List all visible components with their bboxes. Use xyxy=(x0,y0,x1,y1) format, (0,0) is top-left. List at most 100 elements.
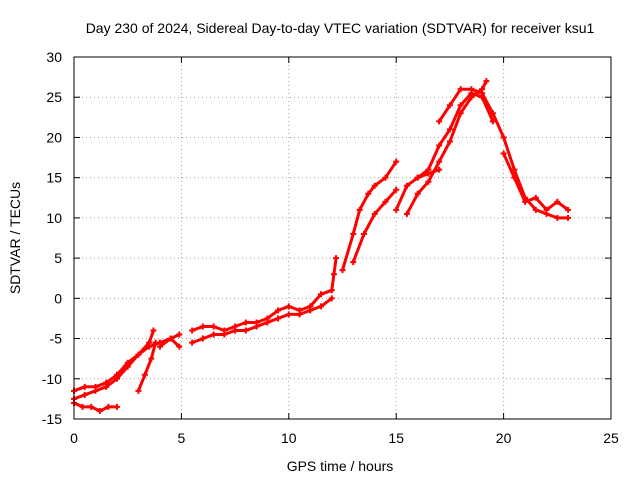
data-point xyxy=(339,267,346,274)
data-point xyxy=(511,166,518,173)
series-line xyxy=(158,337,181,349)
y-axis-label: SDTVAR / TECUs xyxy=(7,182,23,294)
data-point xyxy=(103,379,110,386)
data-point xyxy=(189,327,196,334)
data-point xyxy=(156,343,163,350)
y-tick-label: 20 xyxy=(46,129,62,145)
data-point xyxy=(199,323,206,330)
data-point xyxy=(457,86,464,93)
data-point xyxy=(79,403,86,410)
data-point xyxy=(318,291,325,298)
data-point xyxy=(360,230,367,237)
data-point xyxy=(124,359,131,366)
y-tick-label: 15 xyxy=(46,170,62,186)
x-tick-label: 25 xyxy=(603,430,619,446)
y-tick-label: 0 xyxy=(54,290,62,306)
x-tick-labels: 0 5 10 15 20 25 xyxy=(70,430,619,446)
data-point xyxy=(500,150,507,157)
y-tick-label: -5 xyxy=(50,331,63,347)
data-point xyxy=(479,86,486,93)
data-point xyxy=(96,407,103,414)
data-point xyxy=(199,335,206,342)
data-point xyxy=(446,126,453,133)
data-point xyxy=(141,371,148,378)
data-point xyxy=(152,339,159,346)
data-point xyxy=(285,311,292,318)
data-point xyxy=(393,186,400,193)
series-trace-14 xyxy=(436,86,572,221)
data-point xyxy=(425,166,432,173)
data-point xyxy=(457,110,464,117)
data-point xyxy=(242,319,249,326)
data-point xyxy=(511,174,518,181)
data-point xyxy=(350,259,357,266)
series-trace-10 xyxy=(350,186,400,266)
data-point xyxy=(457,102,464,109)
data-point xyxy=(436,142,443,149)
x-tick-label: 15 xyxy=(388,430,404,446)
series-trace-8 xyxy=(307,255,340,310)
data-point xyxy=(113,403,120,410)
data-point xyxy=(532,194,539,201)
data-point xyxy=(468,86,475,93)
series-trace-2 xyxy=(71,399,120,414)
data-point xyxy=(522,194,529,201)
data-point xyxy=(436,118,443,125)
plot-frame xyxy=(73,56,612,420)
series-trace-11 xyxy=(393,166,443,213)
y-tick-labels: -15 -10 -5 0 5 10 15 20 25 30 xyxy=(42,49,62,427)
data-point xyxy=(210,323,217,330)
data-point xyxy=(522,198,529,205)
series-trace-5 xyxy=(156,335,183,350)
data-point xyxy=(92,383,99,390)
y-tick-label: 30 xyxy=(46,49,62,65)
data-point xyxy=(382,198,389,205)
data-point xyxy=(330,271,337,278)
x-tick-label: 5 xyxy=(178,430,186,446)
data-point xyxy=(307,307,314,314)
series-line xyxy=(190,304,312,332)
data-point xyxy=(105,403,112,410)
data-point xyxy=(446,102,453,109)
data-point xyxy=(296,311,303,318)
data-point xyxy=(113,371,120,378)
data-point xyxy=(500,134,507,141)
data-point xyxy=(414,190,421,197)
data-traces xyxy=(71,78,572,414)
data-point xyxy=(285,303,292,310)
data-point xyxy=(176,343,183,350)
series-line xyxy=(72,329,155,401)
data-point xyxy=(371,182,378,189)
data-point xyxy=(103,383,110,390)
data-point xyxy=(275,307,282,314)
data-point xyxy=(468,94,475,101)
data-point xyxy=(479,94,486,101)
data-point xyxy=(393,206,400,213)
series-trace-6 xyxy=(189,295,335,346)
data-point xyxy=(489,118,496,125)
data-point xyxy=(468,90,475,97)
data-point xyxy=(253,319,260,326)
data-point xyxy=(156,339,163,346)
y-tick-label: 5 xyxy=(54,250,62,266)
data-point xyxy=(356,206,363,213)
data-point xyxy=(436,166,443,173)
series-trace-9 xyxy=(339,158,400,274)
y-tick-label: -15 xyxy=(42,411,62,427)
series-trace-3 xyxy=(71,331,183,394)
x-tick-label: 0 xyxy=(70,430,78,446)
data-point xyxy=(479,90,486,97)
data-point xyxy=(146,339,153,346)
data-point xyxy=(382,174,389,181)
series-trace-12 xyxy=(403,78,490,217)
data-point xyxy=(554,198,561,205)
data-point xyxy=(565,206,572,213)
series-trace-1 xyxy=(71,327,157,402)
data-point xyxy=(135,387,142,394)
data-point xyxy=(275,315,282,322)
series-line xyxy=(351,188,398,264)
data-point xyxy=(333,255,340,262)
data-point xyxy=(124,363,131,370)
data-point xyxy=(446,138,453,145)
